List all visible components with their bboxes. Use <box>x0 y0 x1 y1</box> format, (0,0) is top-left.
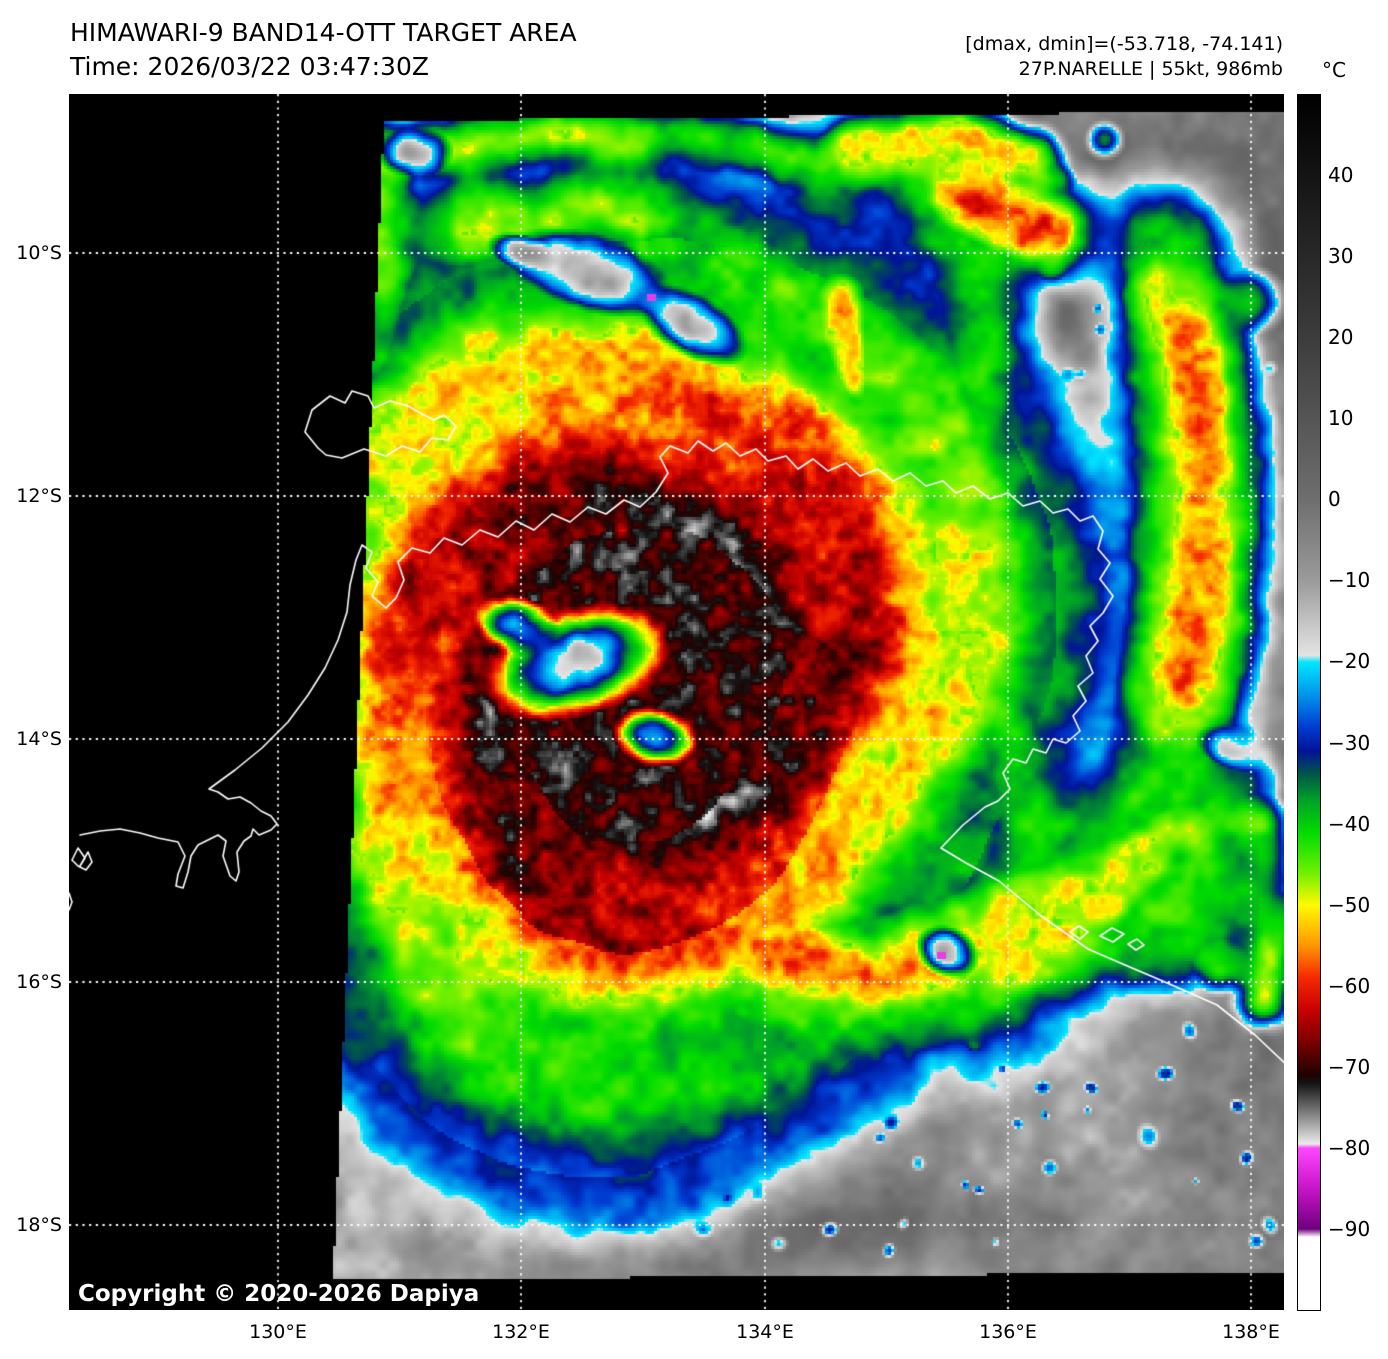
longitude-tick-label: 138°E <box>1222 1321 1280 1343</box>
colorbar-tick-label: −80 <box>1328 1135 1371 1160</box>
page-title: HIMAWARI-9 BAND14-OTT TARGET AREA <box>70 18 577 47</box>
colorbar-tick-label: −10 <box>1328 568 1371 593</box>
colorbar-gradient <box>1297 94 1321 1311</box>
colorbar-tick-label: 0 <box>1328 487 1341 512</box>
colorbar-tick-label: 20 <box>1328 325 1354 350</box>
copyright-text: Copyright © 2020-2026 Dapiya <box>78 1281 480 1307</box>
longitude-tick-label: 132°E <box>492 1321 550 1343</box>
latitude-tick-label: 10°S <box>16 242 62 264</box>
longitude-tick-label: 130°E <box>249 1321 307 1343</box>
storm-id-intensity: 27P.NARELLE | 55kt, 986mb <box>1018 58 1283 80</box>
latitude-tick-label: 18°S <box>16 1214 62 1236</box>
colorbar-tick-label: 30 <box>1328 244 1354 269</box>
latitude-tick-label: 12°S <box>16 485 62 507</box>
satellite-map-canvas <box>69 94 1284 1310</box>
colorbar-tick-label: −70 <box>1328 1054 1371 1079</box>
colorbar-tick-label: −30 <box>1328 730 1371 755</box>
colorbar-tick-label: −40 <box>1328 811 1371 836</box>
colorbar-tick-label: 40 <box>1328 163 1354 188</box>
timestamp-line: Time: 2026/03/22 03:47:30Z <box>70 52 429 81</box>
colorbar-unit-label: °C <box>1322 58 1346 82</box>
colorbar-tick-label: −20 <box>1328 649 1371 674</box>
longitude-tick-label: 134°E <box>736 1321 794 1343</box>
colorbar-tick-label: −90 <box>1328 1216 1371 1241</box>
latitude-tick-label: 14°S <box>16 728 62 750</box>
colorbar-tick-label: 10 <box>1328 406 1354 431</box>
storm-annotation: [dmax, dmin]=(-53.718, -74.141) 27P.NARE… <box>965 32 1283 82</box>
dmax-dmin-readout: [dmax, dmin]=(-53.718, -74.141) <box>965 33 1283 55</box>
colorbar-tick-label: −50 <box>1328 892 1371 917</box>
longitude-tick-label: 136°E <box>979 1321 1037 1343</box>
latitude-tick-label: 16°S <box>16 971 62 993</box>
colorbar-tick-label: −60 <box>1328 973 1371 998</box>
